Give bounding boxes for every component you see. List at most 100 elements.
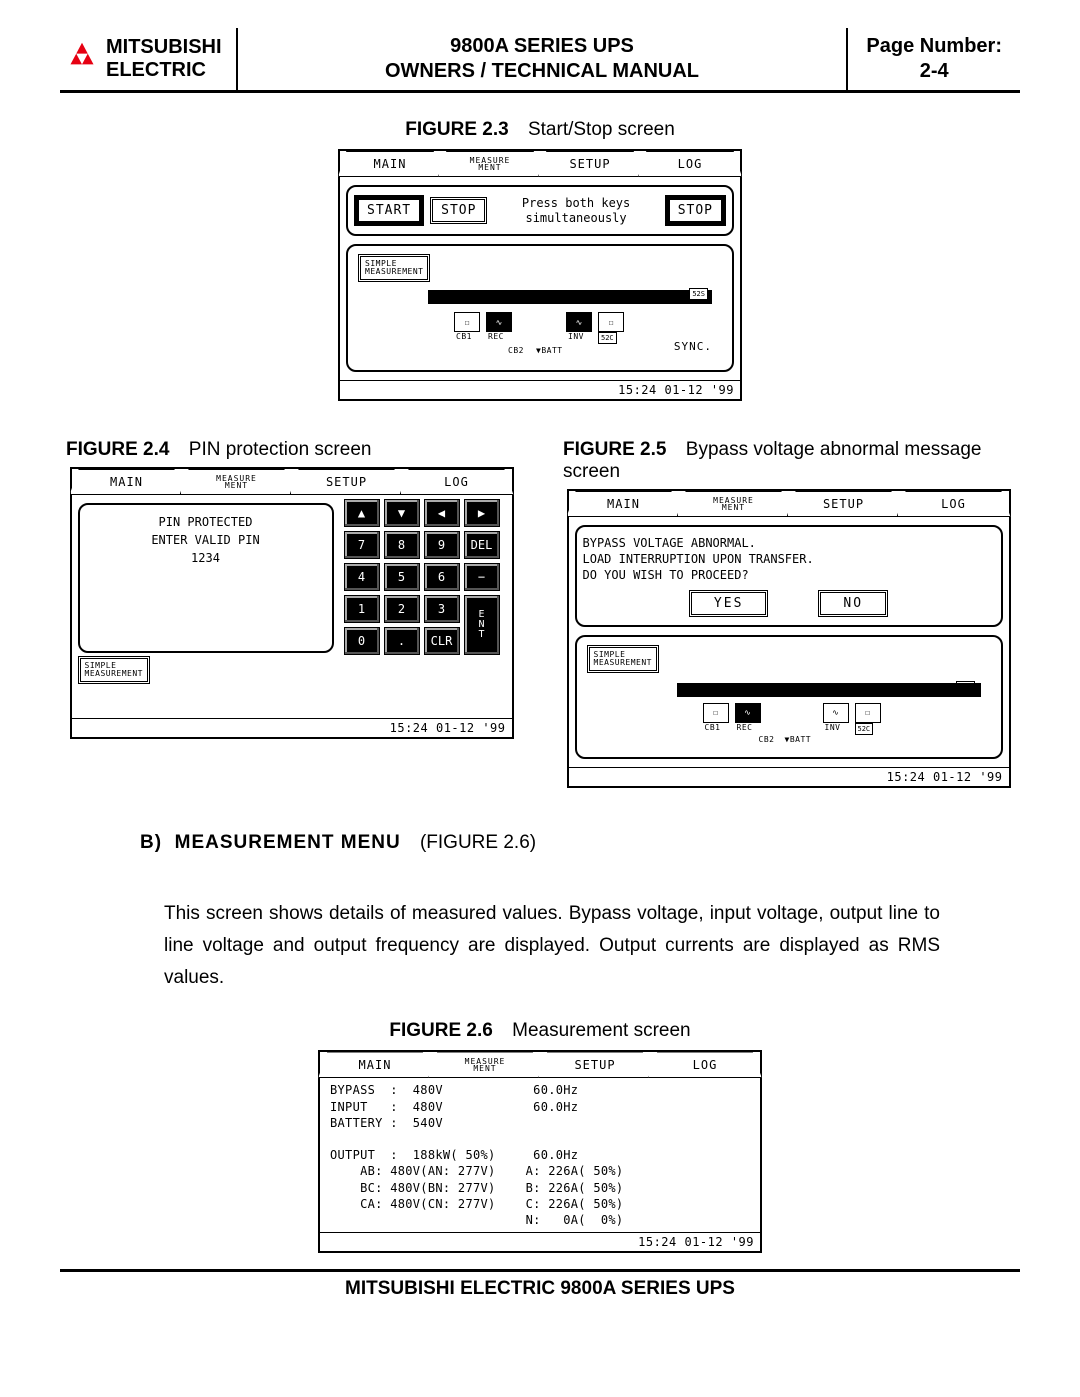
yes-button[interactable]: YES [689, 590, 768, 617]
tab-setup[interactable]: SETUP [787, 491, 901, 517]
fig26-tabs: MAIN MEASUREMENT SETUP LOG [320, 1052, 760, 1078]
tab-measurement[interactable]: MEASUREMENT [677, 491, 791, 517]
section-b-head: B) MEASUREMENT MENU (FIGURE 2.6) [140, 832, 1020, 854]
simple-measurement-button[interactable]: SIMPLE MEASUREMENT [358, 254, 430, 282]
keypad-key[interactable]: 0 [344, 627, 380, 655]
fig25-panel: MAIN MEASUREMENT SETUP LOG BYPASS VOLTAG… [567, 489, 1011, 788]
keypad-key[interactable]: 9 [424, 531, 460, 559]
label-batt: ▼BATT [536, 346, 563, 355]
power-flow-diagram: 52S ☐ CB1 ∿ REC ∿ INV ☐ 52C CB2 ▼BATT SY… [358, 284, 722, 364]
keypad-key[interactable]: ▶ [464, 499, 500, 527]
keypad-key[interactable]: DEL [464, 531, 500, 559]
fig24-statusbar: 15:24 01-12 '99 [72, 718, 512, 737]
simple-measurement-button[interactable]: SIMPLEMEASUREMENT [587, 645, 659, 673]
pin-message: PIN PROTECTED ENTER VALID PIN 1234 [78, 503, 334, 653]
box-52c: ☐ [598, 312, 624, 332]
keypad-key[interactable]: ▼ [384, 499, 420, 527]
fig23-tabs: MAIN MEASUREMENT SETUP LOG [340, 151, 740, 177]
keypad-key[interactable]: 7 [344, 531, 380, 559]
brand-box: MITSUBISHI ELECTRIC [60, 28, 238, 90]
label-52s: 52S [689, 288, 708, 300]
tab-main[interactable]: MAIN [338, 151, 442, 177]
doc-header: MITSUBISHI ELECTRIC 9800A SERIES UPS OWN… [60, 28, 1020, 93]
fig25-caption: FIGURE 2.5 Bypass voltage abnormal messa… [563, 439, 1020, 483]
fig25-flow-row: SIMPLEMEASUREMENT 52S ☐ CB1 ∿ REC ∿ INV … [575, 635, 1003, 759]
bypass-l3: DO YOU WISH TO PROCEED? [583, 567, 995, 583]
keypad-key[interactable]: ▲ [344, 499, 380, 527]
page-number-box: Page Number: 2-4 [848, 28, 1020, 90]
tab-log[interactable]: LOG [400, 469, 514, 495]
fig26-no: FIGURE 2.6 [389, 1020, 492, 1041]
keypad-key[interactable]: 5 [384, 563, 420, 591]
tab-measurement[interactable]: MEASUREMENT [438, 151, 542, 177]
keypad-key[interactable]: 1 [344, 595, 380, 623]
box-rec: ∿ [486, 312, 512, 332]
no-button[interactable]: NO [818, 590, 888, 617]
tab-log[interactable]: LOG [897, 491, 1011, 517]
keypad-key[interactable]: ENT [464, 595, 500, 655]
keypad-key[interactable]: 3 [424, 595, 460, 623]
tab-setup[interactable]: SETUP [538, 151, 642, 177]
label-rec: REC [488, 332, 504, 341]
fig23-panel: MAIN MEASUREMENT SETUP LOG START STOP Pr… [338, 149, 742, 401]
brand-text: MITSUBISHI ELECTRIC [106, 36, 222, 82]
tab-log[interactable]: LOG [648, 1052, 762, 1078]
tab-measurement[interactable]: MEASUREMENT [428, 1052, 542, 1078]
mitsubishi-logo-icon [64, 41, 100, 77]
simple-measurement-button[interactable]: SIMPLEMEASUREMENT [78, 656, 150, 684]
title-line2: OWNERS / TECHNICAL MANUAL [248, 59, 837, 84]
box-cb1: ☐ [454, 312, 480, 332]
press-both-msg: Press both keys simultaneously [493, 196, 658, 225]
fig23-caption: FIGURE 2.3 Start/Stop screen [60, 119, 1020, 141]
fig26-panel: MAIN MEASUREMENT SETUP LOG BYPASS : 480V… [318, 1050, 762, 1253]
bypass-msg-row: BYPASS VOLTAGE ABNORMAL. LOAD INTERRUPTI… [575, 525, 1003, 627]
fig25-tabs: MAIN MEASUREMENT SETUP LOG [569, 491, 1009, 517]
keypad-key[interactable]: 4 [344, 563, 380, 591]
stop-button-1[interactable]: STOP [430, 197, 487, 224]
doc-title: 9800A SERIES UPS OWNERS / TECHNICAL MANU… [238, 28, 849, 90]
fig24-caption: FIGURE 2.4 PIN protection screen [66, 439, 523, 461]
tab-log[interactable]: LOG [638, 151, 742, 177]
fig24-title: PIN protection screen [189, 439, 372, 460]
fig23-statusbar: 15:24 01-12 '99 [340, 380, 740, 399]
fig26-caption: FIGURE 2.6 Measurement screen [60, 1020, 1020, 1042]
section-b-body: This screen shows details of measured va… [164, 898, 940, 995]
start-stop-row: START STOP Press both keys simultaneousl… [346, 185, 734, 236]
fig26-statusbar: 15:24 01-12 '99 [320, 1232, 760, 1251]
fig25-no: FIGURE 2.5 [563, 439, 666, 460]
keypad-key[interactable]: ◀ [424, 499, 460, 527]
pin-keypad: ▲▼◀▶ 789DEL 456− 123ENT 0.CLR [340, 499, 506, 655]
label-sync: SYNC. [674, 340, 712, 353]
tab-setup[interactable]: SETUP [538, 1052, 652, 1078]
fig24-no: FIGURE 2.4 [66, 439, 169, 460]
fig24-tabs: MAIN MEASUREMENT SETUP LOG [72, 469, 512, 495]
label-cb1: CB1 [456, 332, 472, 341]
keypad-key[interactable]: 2 [384, 595, 420, 623]
box-inv: ∿ [566, 312, 592, 332]
page-number-label: Page Number: [866, 34, 1002, 59]
tab-main[interactable]: MAIN [318, 1052, 432, 1078]
keypad-key[interactable]: − [464, 563, 500, 591]
start-button[interactable]: START [354, 195, 424, 226]
title-line1: 9800A SERIES UPS [248, 34, 837, 59]
label-inv: INV [568, 332, 584, 341]
tab-main[interactable]: MAIN [70, 469, 184, 495]
keypad-key[interactable]: 6 [424, 563, 460, 591]
brand-line2: ELECTRIC [106, 59, 222, 82]
stop-button-2[interactable]: STOP [665, 195, 726, 226]
page-number-value: 2-4 [866, 59, 1002, 84]
keypad-key[interactable]: 8 [384, 531, 420, 559]
label-cb2: CB2 [508, 346, 524, 355]
fig26-title: Measurement screen [512, 1020, 690, 1041]
power-flow-diagram: 52S ☐ CB1 ∿ REC ∿ INV ☐ 52C CB2 ▼BATT [587, 677, 991, 749]
keypad-key[interactable]: . [384, 627, 420, 655]
tab-setup[interactable]: SETUP [290, 469, 404, 495]
fig23-title: Start/Stop screen [528, 119, 675, 140]
tab-measurement[interactable]: MEASUREMENT [180, 469, 294, 495]
tab-main[interactable]: MAIN [567, 491, 681, 517]
fig25-statusbar: 15:24 01-12 '99 [569, 767, 1009, 786]
bypass-l2: LOAD INTERRUPTION UPON TRANSFER. [583, 551, 995, 567]
keypad-key[interactable]: CLR [424, 627, 460, 655]
brand-line1: MITSUBISHI [106, 36, 222, 59]
doc-footer: MITSUBISHI ELECTRIC 9800A SERIES UPS [60, 1269, 1020, 1300]
